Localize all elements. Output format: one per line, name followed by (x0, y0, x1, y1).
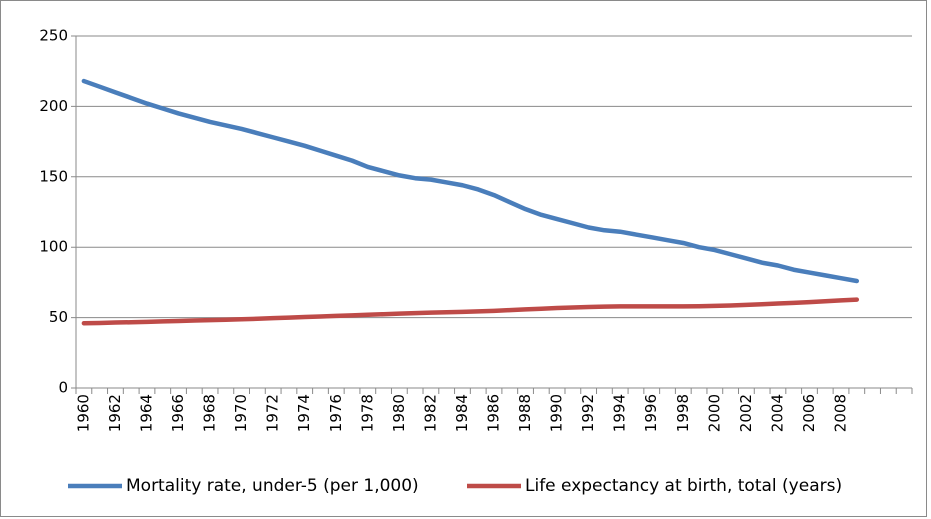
x-tick-label: 1970 (232, 394, 250, 432)
y-tick-label: 150 (39, 167, 68, 185)
x-tick-label: 1962 (106, 394, 124, 432)
x-tick-label: 1982 (421, 394, 439, 432)
x-tick-label: 1978 (358, 394, 376, 432)
legend-label: Mortality rate, under-5 (per 1,000) (126, 476, 419, 496)
x-tick-label: 2008 (832, 394, 850, 432)
x-tick-label: 1984 (453, 394, 471, 432)
line-series (81, 78, 860, 284)
x-tick-label: 1992 (579, 394, 597, 432)
x-tick-label: 1968 (201, 394, 219, 432)
y-tick-label: 50 (49, 308, 68, 326)
y-tick-label: 0 (58, 379, 68, 397)
x-tick-label: 2002 (737, 394, 755, 432)
x-tick-label: 1994 (611, 394, 629, 432)
legend-label: Life expectancy at birth, total (years) (525, 476, 842, 496)
x-tick-label: 1980 (390, 394, 408, 432)
x-tick-label: 1996 (642, 394, 660, 432)
y-tick-label: 200 (39, 97, 68, 115)
x-tick-label: 2006 (800, 394, 818, 432)
x-tick-label: 1974 (295, 394, 313, 432)
x-tick-label: 1972 (264, 394, 282, 432)
x-tick-label: 1960 (74, 394, 92, 432)
line-series (81, 297, 860, 326)
x-tick-label: 1988 (516, 394, 534, 432)
x-tick-label: 1986 (485, 394, 503, 432)
x-tick-label: 2000 (705, 394, 723, 432)
x-tick-label: 1964 (137, 394, 155, 432)
x-tick-label: 1990 (548, 394, 566, 432)
x-tick-label: 1998 (674, 394, 692, 432)
x-tick-label: 2004 (768, 394, 786, 432)
x-tick-label: 1976 (327, 394, 345, 432)
y-tick-label: 100 (39, 238, 68, 256)
y-tick-label: 250 (39, 27, 68, 45)
x-tick-label: 1966 (169, 394, 187, 432)
